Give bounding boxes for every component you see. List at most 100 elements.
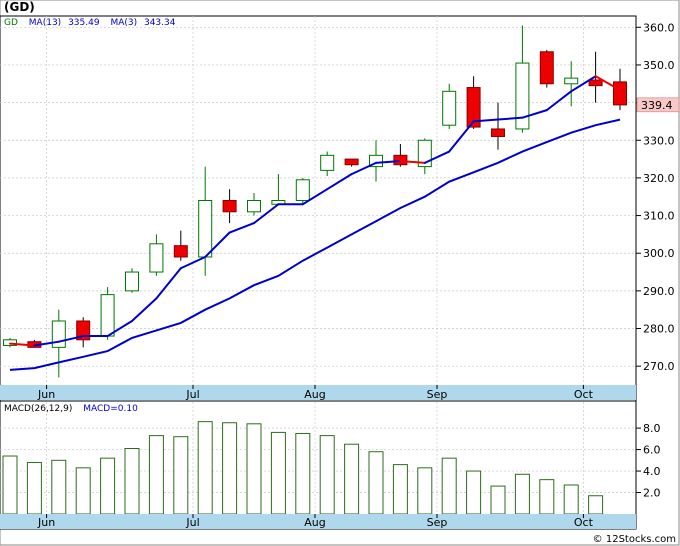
- macd-bar: [2, 455, 18, 515]
- ma3-segment: [253, 203, 280, 225]
- macd-legend-value: MACD=0.10: [83, 404, 138, 414]
- candle-up: [442, 90, 457, 126]
- price-grid: [0, 16, 636, 385]
- ma3-segment: [33, 340, 60, 347]
- macd-bar: [246, 423, 262, 515]
- macd-bar: [392, 464, 408, 515]
- candle-up: [198, 200, 213, 258]
- price-x-axis: JunJulAugSepOctNov: [37, 385, 594, 401]
- legend-ma13-label: MA(13): [29, 18, 61, 28]
- ma3-segment: [228, 222, 255, 234]
- moving-average-lines: [9, 75, 621, 371]
- macd-bar: [51, 459, 67, 515]
- candle-down: [222, 200, 237, 213]
- macd-bar: [270, 431, 286, 515]
- ma3-segment: [106, 319, 133, 338]
- ma3-segment: [204, 231, 231, 258]
- price-x-axis-band: [0, 385, 636, 400]
- macd-bar: [441, 457, 457, 515]
- macd-x-tick-label: Jun: [37, 516, 55, 529]
- ma3-segment: [350, 161, 377, 176]
- price-y-tick-label: 280.0: [643, 323, 675, 336]
- ma3-segment: [326, 173, 353, 191]
- candle-down: [344, 158, 359, 166]
- macd-x-tick-label: Oct: [574, 516, 594, 529]
- legend-ma3-label: MA(3): [110, 18, 137, 28]
- macd-x-tick-label: Sep: [427, 516, 448, 529]
- ma3-segment: [570, 75, 597, 93]
- ma3-segment: [448, 120, 475, 153]
- ma3-segment: [497, 116, 524, 121]
- macd-bar: [100, 457, 116, 515]
- macd-grid: [0, 402, 636, 514]
- price-y-tick-label: 300.0: [643, 247, 675, 260]
- price-y-tick-label: 310.0: [643, 210, 675, 223]
- macd-y-tick-label: 8.0: [643, 422, 661, 435]
- ma3-segment: [179, 255, 207, 270]
- macd-bar: [466, 470, 482, 515]
- macd-bar: [490, 485, 506, 515]
- price-y-tick-label: 290.0: [643, 285, 675, 298]
- last-price-label: 339.4: [641, 99, 673, 112]
- macd-x-axis-band: [0, 514, 636, 529]
- price-x-tick-label: Sep: [427, 388, 448, 401]
- candle-up: [369, 154, 383, 168]
- candle-down: [491, 128, 505, 137]
- candle-down: [588, 79, 603, 87]
- macd-bar: [368, 451, 384, 515]
- macd-x-axis: JunJulAugSepOctNov: [37, 514, 594, 529]
- macd-bar: [319, 435, 335, 515]
- macd-y-tick-label: 2.0: [643, 487, 661, 500]
- ma3-segment: [9, 342, 36, 347]
- macd-bar: [344, 443, 360, 515]
- macd-bar: [75, 467, 91, 515]
- candle-down: [466, 87, 481, 128]
- price-y-tick-label: 350.0: [643, 59, 675, 72]
- candle-down: [539, 51, 554, 85]
- ma3-segment: [375, 159, 402, 164]
- ma3-segment: [131, 297, 158, 322]
- candle-up: [515, 62, 530, 130]
- ma3-segment: [301, 188, 329, 206]
- last-price-badge: 339.4: [636, 97, 680, 113]
- macd-x-tick-label: Jul: [185, 516, 199, 529]
- legend-ma13-value: 335.49: [68, 18, 100, 28]
- macd-x-tick-label: Aug: [304, 516, 325, 529]
- candle-up: [417, 139, 432, 168]
- macd-legend-label: MACD(26,12,9): [4, 404, 72, 414]
- macd-bar: [588, 495, 604, 515]
- macd-bar: [197, 421, 213, 515]
- macd-bar: [563, 484, 579, 515]
- macd-bar: [295, 432, 311, 515]
- ma3-segment: [399, 159, 426, 164]
- candle-down: [613, 81, 627, 106]
- candle-up: [320, 154, 335, 171]
- ticker-title: (GD): [4, 0, 35, 14]
- macd-y-axis: 2.0 4.0 6.0 8.0: [636, 422, 661, 500]
- ma3-segment: [423, 150, 451, 164]
- macd-bar: [173, 436, 189, 515]
- price-y-tick-label: 270.0: [643, 360, 675, 373]
- macd-bar: [222, 422, 238, 515]
- macd-bar: [539, 479, 555, 515]
- price-y-tick-label: 320.0: [643, 172, 675, 185]
- macd-bar: [148, 435, 164, 515]
- candle-up: [125, 271, 139, 292]
- copyright-text: © 12Stocks.com: [593, 534, 676, 545]
- price-x-tick-label: Aug: [304, 388, 325, 401]
- price-y-tick-label: 360.0: [643, 21, 675, 34]
- ma3-segment: [155, 267, 182, 300]
- candle-up: [247, 200, 261, 213]
- ma3-segment: [521, 109, 548, 119]
- candle-up: [564, 77, 579, 85]
- candle-up: [149, 243, 164, 273]
- last-price-box: [636, 97, 680, 113]
- candle-up: [100, 294, 115, 337]
- ma3-segment: [545, 90, 573, 112]
- ma3-segment: [594, 75, 621, 92]
- macd-y-tick-label: 6.0: [643, 444, 661, 457]
- price-legend: GD MA(13) 335.49 MA(3) 343.34: [4, 18, 176, 28]
- macd-bar: [514, 473, 530, 515]
